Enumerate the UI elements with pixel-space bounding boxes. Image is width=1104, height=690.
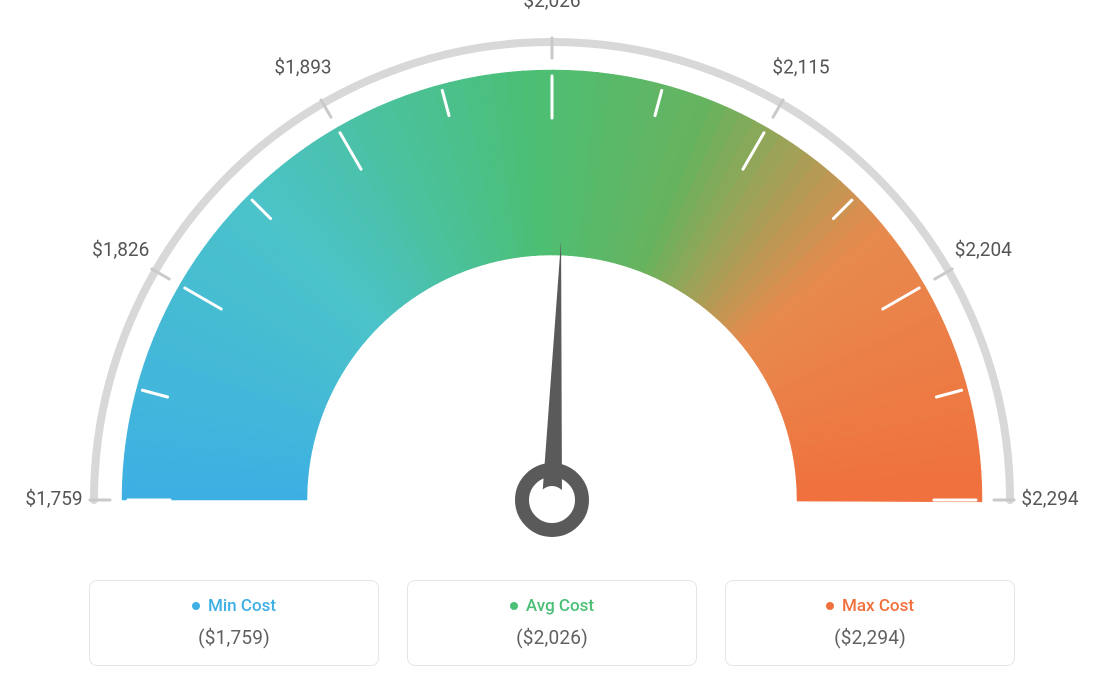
legend-title-avg: Avg Cost bbox=[510, 596, 594, 616]
dot-icon bbox=[826, 602, 834, 610]
dot-icon bbox=[510, 602, 518, 610]
gauge-chart: $1,759 $1,826 $1,893 $2,026 $2,115 $2,204 $2,2… bbox=[0, 0, 1104, 560]
legend-name: Max Cost bbox=[842, 596, 914, 616]
legend-card-avg: Avg Cost ($2,026) bbox=[407, 580, 697, 666]
legend-name: Avg Cost bbox=[526, 596, 594, 616]
legend-card-min: Min Cost ($1,759) bbox=[89, 580, 379, 666]
legend-value-max: ($2,294) bbox=[744, 626, 996, 649]
svg-text:$2,115: $2,115 bbox=[772, 56, 829, 79]
gauge-svg: $1,759 $1,826 $1,893 $2,026 $2,115 $2,204 $2,2… bbox=[0, 0, 1104, 560]
svg-text:$1,893: $1,893 bbox=[274, 56, 331, 79]
legend-card-max: Max Cost ($2,294) bbox=[725, 580, 1015, 666]
legend-row: Min Cost ($1,759) Avg Cost ($2,026) Max … bbox=[89, 580, 1015, 666]
svg-text:$1,826: $1,826 bbox=[92, 238, 149, 261]
needle-hub-hole bbox=[538, 486, 566, 514]
svg-text:$2,204: $2,204 bbox=[955, 238, 1012, 261]
svg-text:$2,294: $2,294 bbox=[1021, 487, 1078, 510]
legend-value-avg: ($2,026) bbox=[426, 626, 678, 649]
legend-title-max: Max Cost bbox=[826, 596, 914, 616]
svg-text:$1,759: $1,759 bbox=[25, 487, 82, 510]
dot-icon bbox=[192, 602, 200, 610]
legend-value-min: ($1,759) bbox=[108, 626, 360, 649]
needle bbox=[542, 240, 562, 500]
svg-text:$2,026: $2,026 bbox=[523, 0, 580, 12]
legend-name: Min Cost bbox=[208, 596, 276, 616]
legend-title-min: Min Cost bbox=[192, 596, 276, 616]
